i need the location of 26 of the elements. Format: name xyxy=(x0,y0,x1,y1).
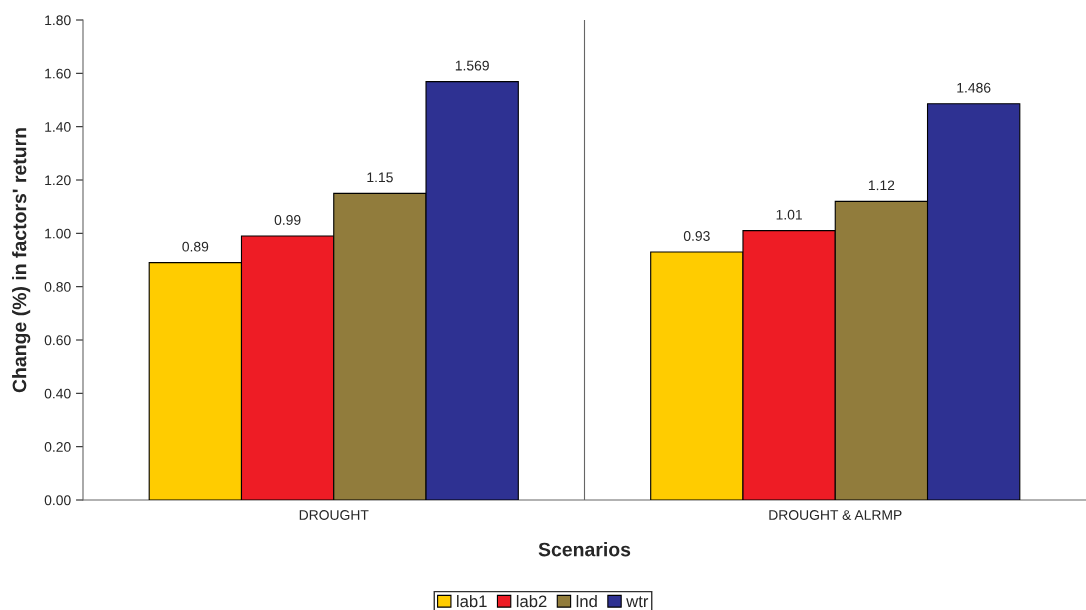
y-tick-label: 1.60 xyxy=(45,68,71,79)
data-label: 1.15 xyxy=(367,172,393,183)
y-tick-label: 1.00 xyxy=(45,228,71,239)
x-axis-title: Scenarios xyxy=(538,542,631,557)
y-tick-label: 1.20 xyxy=(45,175,71,186)
legend-label: lab1 xyxy=(457,595,487,608)
data-label: 1.01 xyxy=(776,209,802,220)
x-tick-label: DROUGHT & ALRMP xyxy=(769,510,902,520)
y-tick-label: 0.60 xyxy=(44,335,71,346)
y-tick-label: 1.80 xyxy=(45,15,71,26)
data-label: 0.93 xyxy=(683,231,710,241)
data-label: 1.486 xyxy=(957,82,991,93)
y-tick-label: 0.80 xyxy=(44,282,71,292)
y-tick-label: 0.20 xyxy=(44,442,71,452)
y-tick-label: 0.00 xyxy=(44,495,71,506)
legend-label: lab2 xyxy=(516,595,547,608)
y-tick-label: 0.40 xyxy=(44,388,71,399)
legend-label: wtr xyxy=(626,596,649,608)
data-label: 1.569 xyxy=(455,60,489,71)
y-axis-title: Change (%) in factors' return xyxy=(12,128,31,393)
y-tick-label: 1.40 xyxy=(45,122,71,132)
data-label: 1.12 xyxy=(868,180,895,191)
data-label: 0.89 xyxy=(182,241,209,252)
legend-label: lnd xyxy=(576,595,597,608)
data-label: 0.99 xyxy=(274,215,301,225)
x-tick-label: DROUGHT xyxy=(299,510,369,520)
